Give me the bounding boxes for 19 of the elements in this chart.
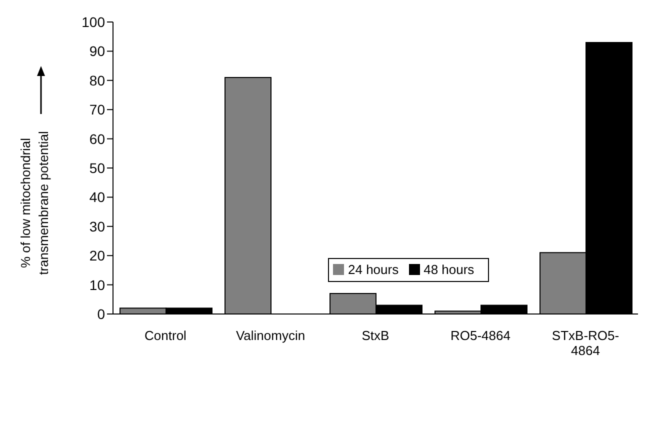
y-tick-label: 90 bbox=[89, 43, 106, 60]
x-tick-label: Valinomycin bbox=[236, 328, 306, 343]
legend-label: 48 hours bbox=[424, 262, 474, 277]
y-tick-label: 40 bbox=[89, 189, 106, 206]
y-tick-label: 50 bbox=[89, 160, 106, 176]
y-tick-label: 60 bbox=[89, 130, 106, 147]
y-tick-label: 70 bbox=[89, 102, 106, 118]
y-tick-label: 0 bbox=[97, 306, 106, 322]
x-tick-label: STxB-RO5-4864 bbox=[552, 328, 620, 358]
legend-label: 24 hours bbox=[348, 262, 399, 277]
y-tick-label: 30 bbox=[89, 218, 106, 234]
x-tick-label: StxB bbox=[362, 328, 390, 343]
y-tick-label: 100 bbox=[82, 14, 106, 30]
x-tick-label: RO5-4864 bbox=[450, 328, 510, 343]
y-axis-title: % of low mitochondrial transmembrane potential bbox=[18, 130, 51, 275]
y-tick-label: 80 bbox=[89, 72, 106, 88]
y-tick-label: 20 bbox=[89, 248, 106, 264]
x-tick-label: Control bbox=[144, 328, 187, 343]
y-tick-label: 10 bbox=[89, 276, 106, 293]
